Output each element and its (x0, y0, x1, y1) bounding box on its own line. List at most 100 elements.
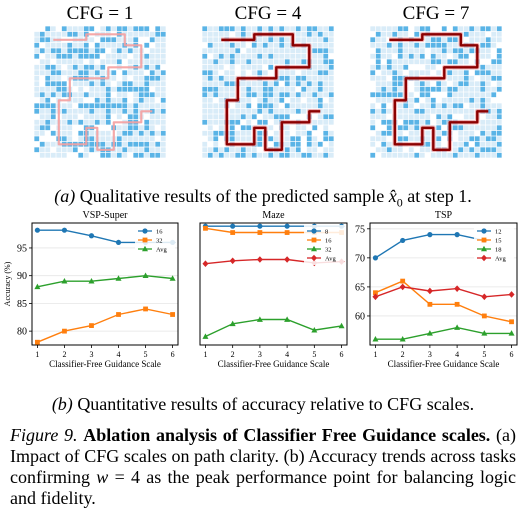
grid-cell (50, 147, 56, 153)
grid-cell (386, 26, 392, 32)
data-point (257, 223, 263, 229)
grid-cell (474, 141, 480, 147)
grid-cell (279, 42, 285, 48)
grid-cell (323, 70, 329, 76)
grid-cell (94, 42, 100, 48)
grid-cell (111, 108, 117, 114)
grid-cell (160, 64, 166, 70)
grid-cell (160, 26, 166, 32)
grid-cell (138, 26, 144, 32)
predicted-path (53, 33, 153, 151)
grid-cell (240, 130, 246, 136)
grid-cell (127, 53, 133, 59)
grid-cell (39, 97, 45, 103)
grid-cell (133, 141, 139, 147)
x-tick-label: 1 (35, 350, 39, 359)
grid-cell (317, 42, 323, 48)
grid-cell (155, 37, 161, 43)
grid-cell (425, 136, 431, 142)
grid-cell (306, 92, 312, 98)
grid-cell (386, 147, 392, 153)
grid-cell (160, 37, 166, 43)
grid-cell (105, 53, 111, 59)
grid-cell (78, 136, 84, 142)
grid-cell (100, 59, 106, 65)
grid-cell (408, 114, 414, 120)
grid-cell (474, 31, 480, 37)
grid-cell (295, 136, 301, 142)
grid-cell (246, 136, 252, 142)
data-point (284, 223, 290, 229)
grid-cell (105, 136, 111, 142)
grid-cell (491, 97, 497, 103)
grid-cell (116, 141, 122, 147)
legend-label: 16 (325, 238, 332, 245)
grid-cell (284, 48, 290, 54)
grid-cell (485, 64, 491, 70)
grid-cell (301, 141, 307, 147)
grid-cell (306, 81, 312, 87)
grid-cell (100, 92, 106, 98)
grid-cell (419, 103, 425, 109)
grid-cell (392, 81, 398, 87)
grid-cell (257, 86, 263, 92)
grid-cell (328, 147, 334, 153)
grid-cell (257, 37, 263, 43)
grid-cell (496, 37, 502, 43)
data-point (169, 275, 176, 281)
y-tick-label: 70 (355, 253, 365, 264)
grid-cell (202, 92, 208, 98)
grid-cell (127, 92, 133, 98)
grid-cell (94, 92, 100, 98)
grid-cell (50, 86, 56, 92)
grid-cell (408, 92, 414, 98)
grid-cell (430, 48, 436, 54)
grid-cell (381, 147, 387, 153)
grid-cell (224, 31, 230, 37)
grid-cell (485, 125, 491, 131)
grid-cell (202, 53, 208, 59)
data-point (142, 272, 149, 278)
grid-cell (370, 103, 376, 109)
grid-cell (78, 152, 84, 158)
grid-cell (246, 64, 252, 70)
grid-cell (78, 92, 84, 98)
data-point (426, 287, 433, 295)
grid-cell (144, 70, 150, 76)
grid-cell (105, 141, 111, 147)
grid-cell (213, 103, 219, 109)
grid-cell (436, 70, 442, 76)
grid-cell (240, 81, 246, 87)
grid-cell (441, 114, 447, 120)
grid-cell (149, 53, 155, 59)
grid-cell (218, 31, 224, 37)
grid-cell (370, 59, 376, 65)
grid-cell (447, 108, 453, 114)
grid-cell (34, 81, 40, 87)
grid-cell (469, 31, 475, 37)
grid-cell (127, 152, 133, 158)
data-point (256, 256, 263, 263)
grid-cell (295, 31, 301, 37)
grid-cell (61, 42, 67, 48)
grid-cell (323, 119, 329, 125)
grid-cell (149, 136, 155, 142)
grid-cell (447, 37, 453, 43)
grid-cell (83, 86, 89, 92)
grid-cell (425, 64, 431, 70)
grid-cell (491, 114, 497, 120)
grid-cell (425, 147, 431, 153)
x-axis-label: Classifier-Free Guidance Scale (388, 359, 500, 369)
grid-cell (229, 114, 235, 120)
grid-cell (301, 108, 307, 114)
grid-cell (202, 37, 208, 43)
grid-cell (414, 42, 420, 48)
grid-cell (39, 26, 45, 32)
grid-cell (61, 48, 67, 54)
grid-cell (246, 130, 252, 136)
grid-cell (408, 26, 414, 32)
grid-cell (447, 48, 453, 54)
grid-cell (144, 26, 150, 32)
